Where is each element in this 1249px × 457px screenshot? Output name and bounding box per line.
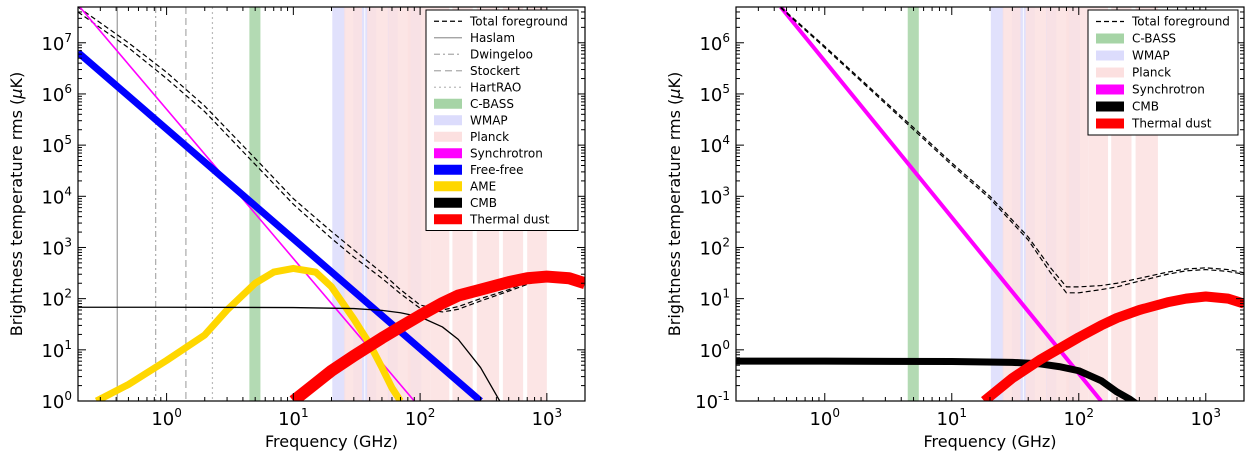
left-planck-band-0 [344, 7, 362, 401]
left-y-tick-label: 102 [41, 287, 72, 311]
left-y-axis-label: Brightness temperature rms (μK) [7, 72, 26, 336]
left-y-tick-label: 106 [41, 82, 72, 106]
right-legend-wmap-label: WMAP [1132, 49, 1170, 63]
right-y-tick-label: 10-1 [695, 389, 730, 413]
left-x-axis-label: Frequency (GHz) [265, 432, 398, 451]
right-planck-band-0 [1002, 7, 1021, 401]
right-cmb-series-1 [736, 357, 1139, 401]
left-y-tick-label: 103 [41, 235, 72, 259]
right-total-foreground-series-4 [780, 7, 1244, 294]
right-legend-thermal-dust-swatch [1096, 118, 1124, 129]
right-legend-planck-label: Planck [1132, 66, 1171, 80]
left-legend-synchrotron-label: Synchrotron [470, 146, 543, 160]
right-planck-band-3 [1066, 7, 1089, 401]
left-planck-band-1 [367, 7, 388, 401]
left-x-tick-label: 103 [532, 406, 563, 430]
left-ticks [77, 6, 586, 402]
left-legend-hartrao-label: HartRAO [470, 80, 521, 94]
right-x-tick-label: 102 [1063, 406, 1094, 430]
right-y-tick-label: 102 [699, 235, 730, 259]
left-legend-wmap-swatch [434, 115, 462, 126]
left-y-tick-label: 100 [41, 389, 72, 413]
left-legend-c-bass-label: C-BASS [470, 97, 514, 111]
right-legend-synchrotron-label: Synchrotron [1132, 83, 1205, 97]
right-y-tick-label: 100 [699, 338, 730, 362]
left-thermal-dust-series-6 [289, 270, 585, 401]
right-legend-thermal-dust-label: Thermal dust [1131, 117, 1212, 131]
left-y-tick-label: 104 [41, 184, 72, 208]
right-legend-total-foreground-label: Total foreground [1131, 15, 1230, 29]
right-x-axis-label: Frequency (GHz) [923, 432, 1056, 451]
right-x-tick-label: 103 [1190, 406, 1221, 430]
left-legend-free-free-swatch [434, 164, 462, 175]
left-legend-thermal-dust-label: Thermal dust [469, 212, 550, 226]
right-legend-c-bass-swatch [1096, 33, 1124, 44]
right-y-axis-label: Brightness temperature rms (μK) [665, 72, 684, 336]
right-planck-band-1 [1025, 7, 1047, 401]
left-legend-wmap-label: WMAP [470, 113, 508, 127]
left-legend-dwingeloo-label: Dwingeloo [470, 47, 533, 61]
left-legend-free-free-label: Free-free [470, 163, 523, 177]
left-planck-band-2 [388, 7, 411, 401]
right-y-tick-label: 103 [699, 184, 730, 208]
left-legend-synchrotron-swatch [434, 148, 462, 159]
left-free-free-series-3 [78, 49, 483, 401]
left-total-foreground-series-0 [78, 7, 585, 311]
right-x-tick-label: 100 [809, 406, 840, 430]
right-y-tick-label: 105 [699, 82, 730, 106]
left-y-tick-label: 105 [41, 133, 72, 157]
right-ticks [735, 6, 1245, 402]
left-x-tick-label: 102 [405, 406, 436, 430]
right-legend: Total foreground C-BASS WMAP Planck Synchrot… [1087, 9, 1239, 136]
right-thermal-dust-series-2 [981, 291, 1244, 401]
left-y-tick-label: 101 [41, 338, 72, 362]
left-legend-cmb-label: CMB [470, 196, 497, 210]
left-legend-ame-label: AME [470, 179, 496, 193]
left-ame-series-4 [94, 264, 404, 401]
left-wmap-band-0 [332, 7, 346, 401]
right-y-tick-label: 101 [699, 287, 730, 311]
right-synchrotron-series-0 [779, 7, 1103, 401]
right-y-tick-label: 106 [699, 31, 730, 55]
left-legend-planck-label: Planck [470, 130, 509, 144]
left-x-tick-label: 100 [151, 406, 182, 430]
right-legend-synchrotron-swatch [1096, 84, 1124, 95]
right-legend-cmb-label: CMB [1132, 100, 1159, 114]
right-legend-cmb-swatch [1096, 101, 1124, 112]
left-legend: Total foreground Haslam Dwingeloo Stockert H… [425, 9, 579, 231]
left-total-foreground-series-1 [78, 11, 585, 313]
right-legend-c-bass-label: C-BASS [1132, 32, 1176, 46]
left-legend-ame-swatch [434, 181, 462, 192]
left-synchrotron-series-2 [78, 7, 415, 401]
right-legend-planck-swatch [1096, 67, 1124, 78]
left-legend-planck-swatch [434, 131, 462, 142]
right-plot-area [736, 7, 1244, 401]
left-legend-haslam-label: Haslam [470, 31, 515, 45]
right-legend-wmap-swatch [1096, 50, 1124, 61]
left-legend-c-bass-swatch [434, 98, 462, 109]
left-legend-stockert-label: Stockert [470, 64, 520, 78]
right-x-tick-label: 101 [936, 406, 967, 430]
left-legend-total-foreground-label: Total foreground [469, 14, 568, 28]
right-y-tick-label: 104 [699, 133, 730, 157]
right-planck-band-2 [1046, 7, 1070, 401]
left-y-tick-label: 107 [41, 31, 72, 55]
right-c-bass-band-0 [907, 7, 919, 401]
left-x-tick-label: 101 [278, 406, 309, 430]
left-legend-thermal-dust-swatch [434, 214, 462, 225]
left-legend-cmb-swatch [434, 197, 462, 208]
left-planck-band-3 [407, 7, 431, 401]
